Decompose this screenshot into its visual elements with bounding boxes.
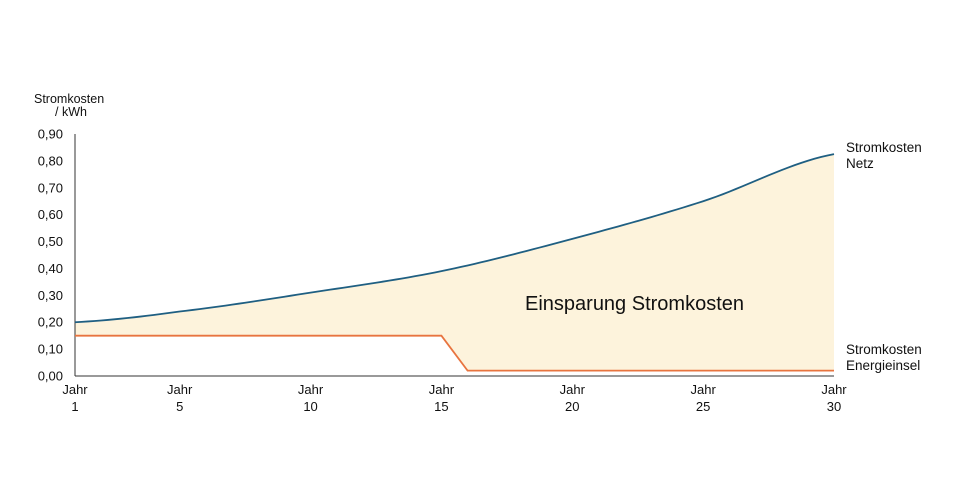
y-tick-label: 0,20 [38,315,63,330]
x-tick-label-line2: 25 [696,399,710,414]
series-line-energieinsel [75,334,834,372]
y-tick-label: 0,70 [38,180,63,195]
series-label-netz-line2: Netz [846,156,874,171]
x-tick-label-line2: 10 [303,399,317,414]
series-label-netz-line1: Stromkosten [846,140,922,155]
x-tick-label-line1: Jahr [298,382,324,397]
x-tick-label-line1: Jahr [429,382,455,397]
savings-area-layer [75,154,834,371]
y-tick-label: 0,60 [38,207,63,222]
x-tick-label-line1: Jahr [821,382,847,397]
y-tick-label: 0,80 [38,153,63,168]
x-tick-label-line1: Jahr [560,382,586,397]
savings-area [75,154,834,371]
x-tick-label-line2: 30 [827,399,841,414]
x-tick-label-line1: Jahr [690,382,716,397]
y-tick-label: 0,90 [38,127,63,142]
y-axis-label: Stromkosten / kWh [34,93,104,119]
y-axis-label-line1: Stromkosten [34,92,105,106]
series-label-energieinsel: Stromkosten Energieinsel [846,342,922,374]
y-tick-label: 0,00 [38,369,63,384]
x-tick-label-line2: 20 [565,399,579,414]
y-tick-label: 0,10 [38,342,63,357]
y-axis-label-line2: / kWh [55,105,87,119]
x-tick-label-line1: Jahr [62,382,88,397]
series-label-energieinsel-line1: Stromkosten [846,342,922,357]
y-tick-label: 0,30 [38,288,63,303]
x-tick-label-line2: 1 [71,399,78,414]
y-tick-label: 0,50 [38,234,63,249]
savings-annotation: Einsparung Stromkosten [525,293,745,315]
series-layer [74,153,835,372]
series-label-energieinsel-line2: Energieinsel [846,358,921,373]
series-label-netz: Stromkosten Netz [846,140,922,172]
x-tick-label-line2: 15 [434,399,448,414]
y-tick-label: 0,40 [38,261,63,276]
x-tick-label-line1: Jahr [167,382,193,397]
tick-labels-layer: 0,00 0,10 0,20 0,30 0,40 0,50 0,60 0,70 0,80 0,90… [38,127,848,415]
series-line-netz [74,153,835,324]
x-tick-label-line2: 5 [176,399,183,414]
